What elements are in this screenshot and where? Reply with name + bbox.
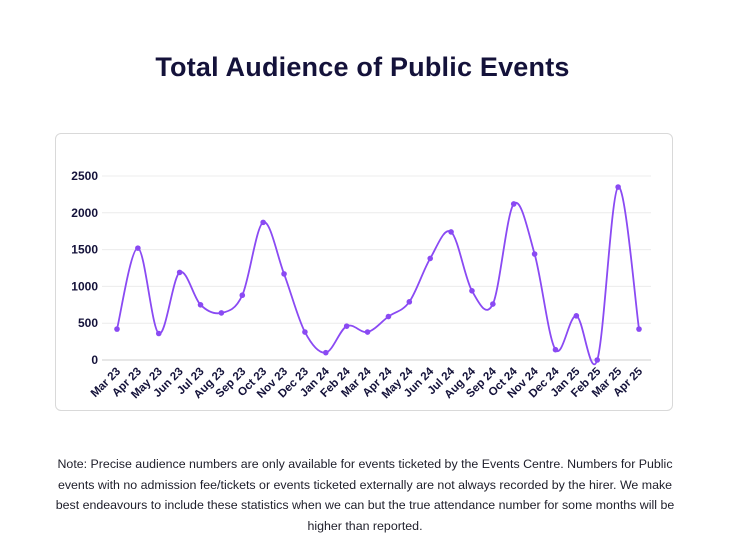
- data-point: [406, 299, 413, 305]
- data-point: [281, 271, 287, 277]
- data-point: [260, 219, 266, 226]
- y-tick-label: 1000: [71, 279, 98, 293]
- data-point: [176, 269, 183, 276]
- y-tick-label: 500: [78, 316, 98, 330]
- data-point: [343, 323, 350, 329]
- data-point: [552, 346, 559, 353]
- data-point: [323, 349, 329, 356]
- data-point: [448, 229, 454, 235]
- data-point: [218, 310, 225, 316]
- data-point: [469, 288, 475, 294]
- data-point: [615, 184, 621, 190]
- y-tick-label: 2000: [71, 206, 98, 220]
- data-point: [531, 251, 538, 257]
- data-point: [385, 313, 392, 320]
- y-tick-label: 0: [91, 353, 98, 367]
- data-point: [239, 292, 246, 299]
- data-point: [427, 255, 434, 262]
- data-point: [135, 245, 141, 251]
- chart-title: Total Audience of Public Events: [155, 52, 570, 82]
- series-line: [116, 186, 640, 365]
- data-point: [490, 301, 496, 307]
- data-point: [364, 329, 371, 335]
- data-point: [114, 326, 120, 332]
- chart-card: 0 500 1000 1500 2000 2500 Mar 23 Apr 23 May 23 Ju…: [55, 133, 673, 411]
- data-point: [636, 326, 642, 332]
- data-point: [573, 313, 580, 319]
- data-point: [510, 201, 517, 207]
- data-point: [197, 302, 204, 308]
- data-point: [302, 329, 308, 335]
- data-point: [594, 357, 601, 363]
- data-point: [155, 330, 162, 337]
- y-tick-label: 1500: [71, 243, 98, 257]
- footnote: Note: Precise audience numbers are only …: [55, 457, 675, 533]
- y-tick-label: 2500: [71, 169, 98, 183]
